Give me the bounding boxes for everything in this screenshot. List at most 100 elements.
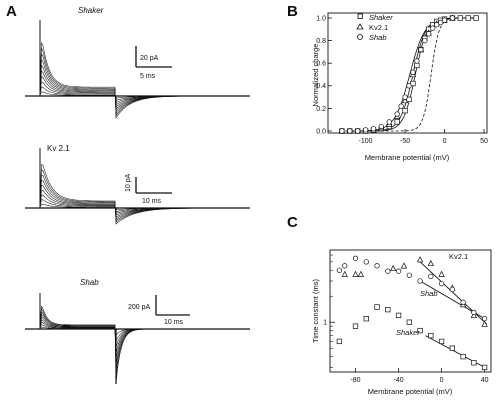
chart-b-point-shab (426, 31, 432, 37)
chart-c-y-tick-label: 1 (323, 320, 327, 327)
recording-kv21-traces (39, 164, 250, 225)
chart-b-point-shab (394, 111, 400, 117)
chart-b-point-shaker (406, 96, 412, 103)
panel-a-letter: A (6, 3, 17, 20)
legend-shab-marker (357, 34, 363, 40)
chart-c-point-shab (374, 263, 380, 269)
recording-kv21-current-scale: 10 pA (125, 173, 132, 192)
chart-c-x-tick-label: -40 (393, 377, 403, 384)
chart-c-point-shab (395, 268, 402, 274)
chart-b-fits (345, 17, 476, 132)
chart-c-point-shab (406, 272, 412, 278)
recording-shab-label: Shab (80, 278, 99, 287)
chart-c-x-tick-label: 40 (481, 377, 489, 384)
chart-c-point-kv21 (341, 270, 348, 277)
chart-c-point-shaker (428, 332, 434, 339)
panel-c-letter: C (287, 214, 298, 231)
chart-b-y-tick-label: 0.2 (316, 106, 326, 113)
recording-shaker-traces (39, 42, 250, 119)
chart-b-point-shab (410, 69, 416, 75)
shab-trace (39, 316, 250, 360)
legend-shab-label: Shab (369, 33, 387, 42)
recording-shab: Shab 200 pA 10 ms (25, 278, 250, 384)
recording-shab-scale-bar: 200 pA 10 ms (128, 295, 190, 326)
recording-shaker-label: Shaker (78, 6, 104, 15)
chart-b-x-tick-label: -100 (359, 138, 373, 145)
chart-c-x-ticks: -80 -40 0 40 (350, 368, 489, 384)
chart-c-point-kv21 (357, 270, 365, 277)
kv21-trace (39, 164, 250, 225)
panel-a: A Shaker 20 pA 5 ms Kv 2.1 (6, 3, 250, 384)
kv21-trace (39, 169, 250, 223)
shab-trace (39, 313, 250, 366)
chart-b-point-shab (430, 25, 436, 31)
chart-b-point-shab (370, 126, 377, 132)
recording-shaker-current-scale: 20 pA (140, 55, 159, 62)
chart-c-point-kv21 (470, 311, 478, 319)
chart-b-point-shab (449, 15, 456, 21)
chart-b-point-shaker (457, 15, 463, 21)
chart-c-point-kv21 (427, 259, 435, 267)
recording-kv21-scale-bar: 10 pA 10 ms (125, 173, 172, 205)
chart-b-point-shaker (414, 62, 420, 69)
chart-c-point-shab (471, 309, 477, 316)
recording-shaker-time-scale: 5 ms (140, 73, 156, 80)
legend-kv21-label: Kv2.1 (369, 23, 388, 32)
chart-b-y-tick-label: 0.4 (316, 83, 326, 90)
chart-b-point-shaker (394, 119, 400, 125)
chart-b-y-tick-label: 1.0 (316, 15, 326, 22)
recording-shab-current-scale: 200 pA (128, 304, 151, 311)
chart-b-point-shaker (473, 15, 479, 21)
chart-b-point-kv21 (401, 97, 409, 104)
legend-shaker-marker (357, 13, 363, 19)
chart-b-x-tick-label: 50 (480, 138, 488, 145)
chart-b-point-shab (402, 94, 408, 100)
recording-shab-traces (39, 305, 250, 384)
chart-c-point-shab (460, 299, 466, 305)
chart-b-point-shab (414, 58, 420, 64)
chart-c-point-shaker (336, 338, 343, 345)
chart-c-point-shab (428, 273, 434, 279)
shaker-trace (39, 53, 250, 115)
recording-kv21-label: Kv 2.1 (47, 144, 70, 153)
chart-c: 1 -80 -40 0 40 Time constant (ms) Membrane … (311, 249, 492, 396)
chart-b-y-tick-label: 0.8 (316, 38, 326, 45)
shab-trace (39, 319, 250, 354)
chart-c-point-shaker (460, 353, 466, 360)
chart-c-point-shaker (374, 304, 380, 310)
chart-b-point-shab (406, 83, 412, 89)
chart-c-ylabel: Time constant (ms) (311, 279, 320, 343)
chart-c-point-shab (342, 263, 348, 269)
legend-kv21-marker (356, 23, 364, 30)
shab-trace (39, 305, 250, 384)
chart-c-frame (329, 249, 492, 373)
chart-b-point-shab (378, 123, 385, 130)
chart-c-xlabel: Membrane potential (mV) (368, 387, 453, 396)
chart-c-point-kv21 (400, 262, 408, 269)
legend-shaker-label: Shaker (369, 13, 393, 22)
chart-c-point-shab (363, 259, 369, 265)
shaker-trace (39, 81, 250, 104)
shab-trace (39, 308, 250, 378)
shab-trace (39, 310, 250, 372)
chart-c-y-ticks: 1 (323, 254, 335, 368)
panel-c: C 1 -80 -40 0 40 Time constant (ms) Membran… (287, 214, 492, 396)
chart-c-point-shab (336, 267, 343, 273)
chart-c-point-kv21 (481, 320, 488, 327)
chart-c-point-kv21 (416, 256, 424, 263)
chart-c-annotation-shab: Shab (420, 289, 438, 298)
chart-c-x-tick-label: 0 (440, 377, 444, 384)
panel-b: B 0.0 0.2 0.4 0.6 0.8 1.0 -100 -50 0 50 Normaliz… (287, 3, 488, 162)
recording-shaker-scale-bar: 20 pA 5 ms (135, 46, 172, 80)
chart-c-point-shab (385, 268, 391, 274)
chart-b-y-ticks: 0.0 0.2 0.4 0.6 0.8 1.0 (316, 15, 332, 135)
chart-b-point-shab (433, 22, 440, 28)
chart-b-points (338, 14, 479, 134)
chart-c-point-shab (438, 280, 445, 287)
chart-b-point-shab (437, 19, 444, 26)
chart-b-point-shab (441, 17, 448, 23)
recording-kv21-time-scale: 10 ms (142, 198, 162, 205)
chart-b-point-shab (418, 46, 424, 53)
chart-b-point-shab (362, 127, 369, 133)
